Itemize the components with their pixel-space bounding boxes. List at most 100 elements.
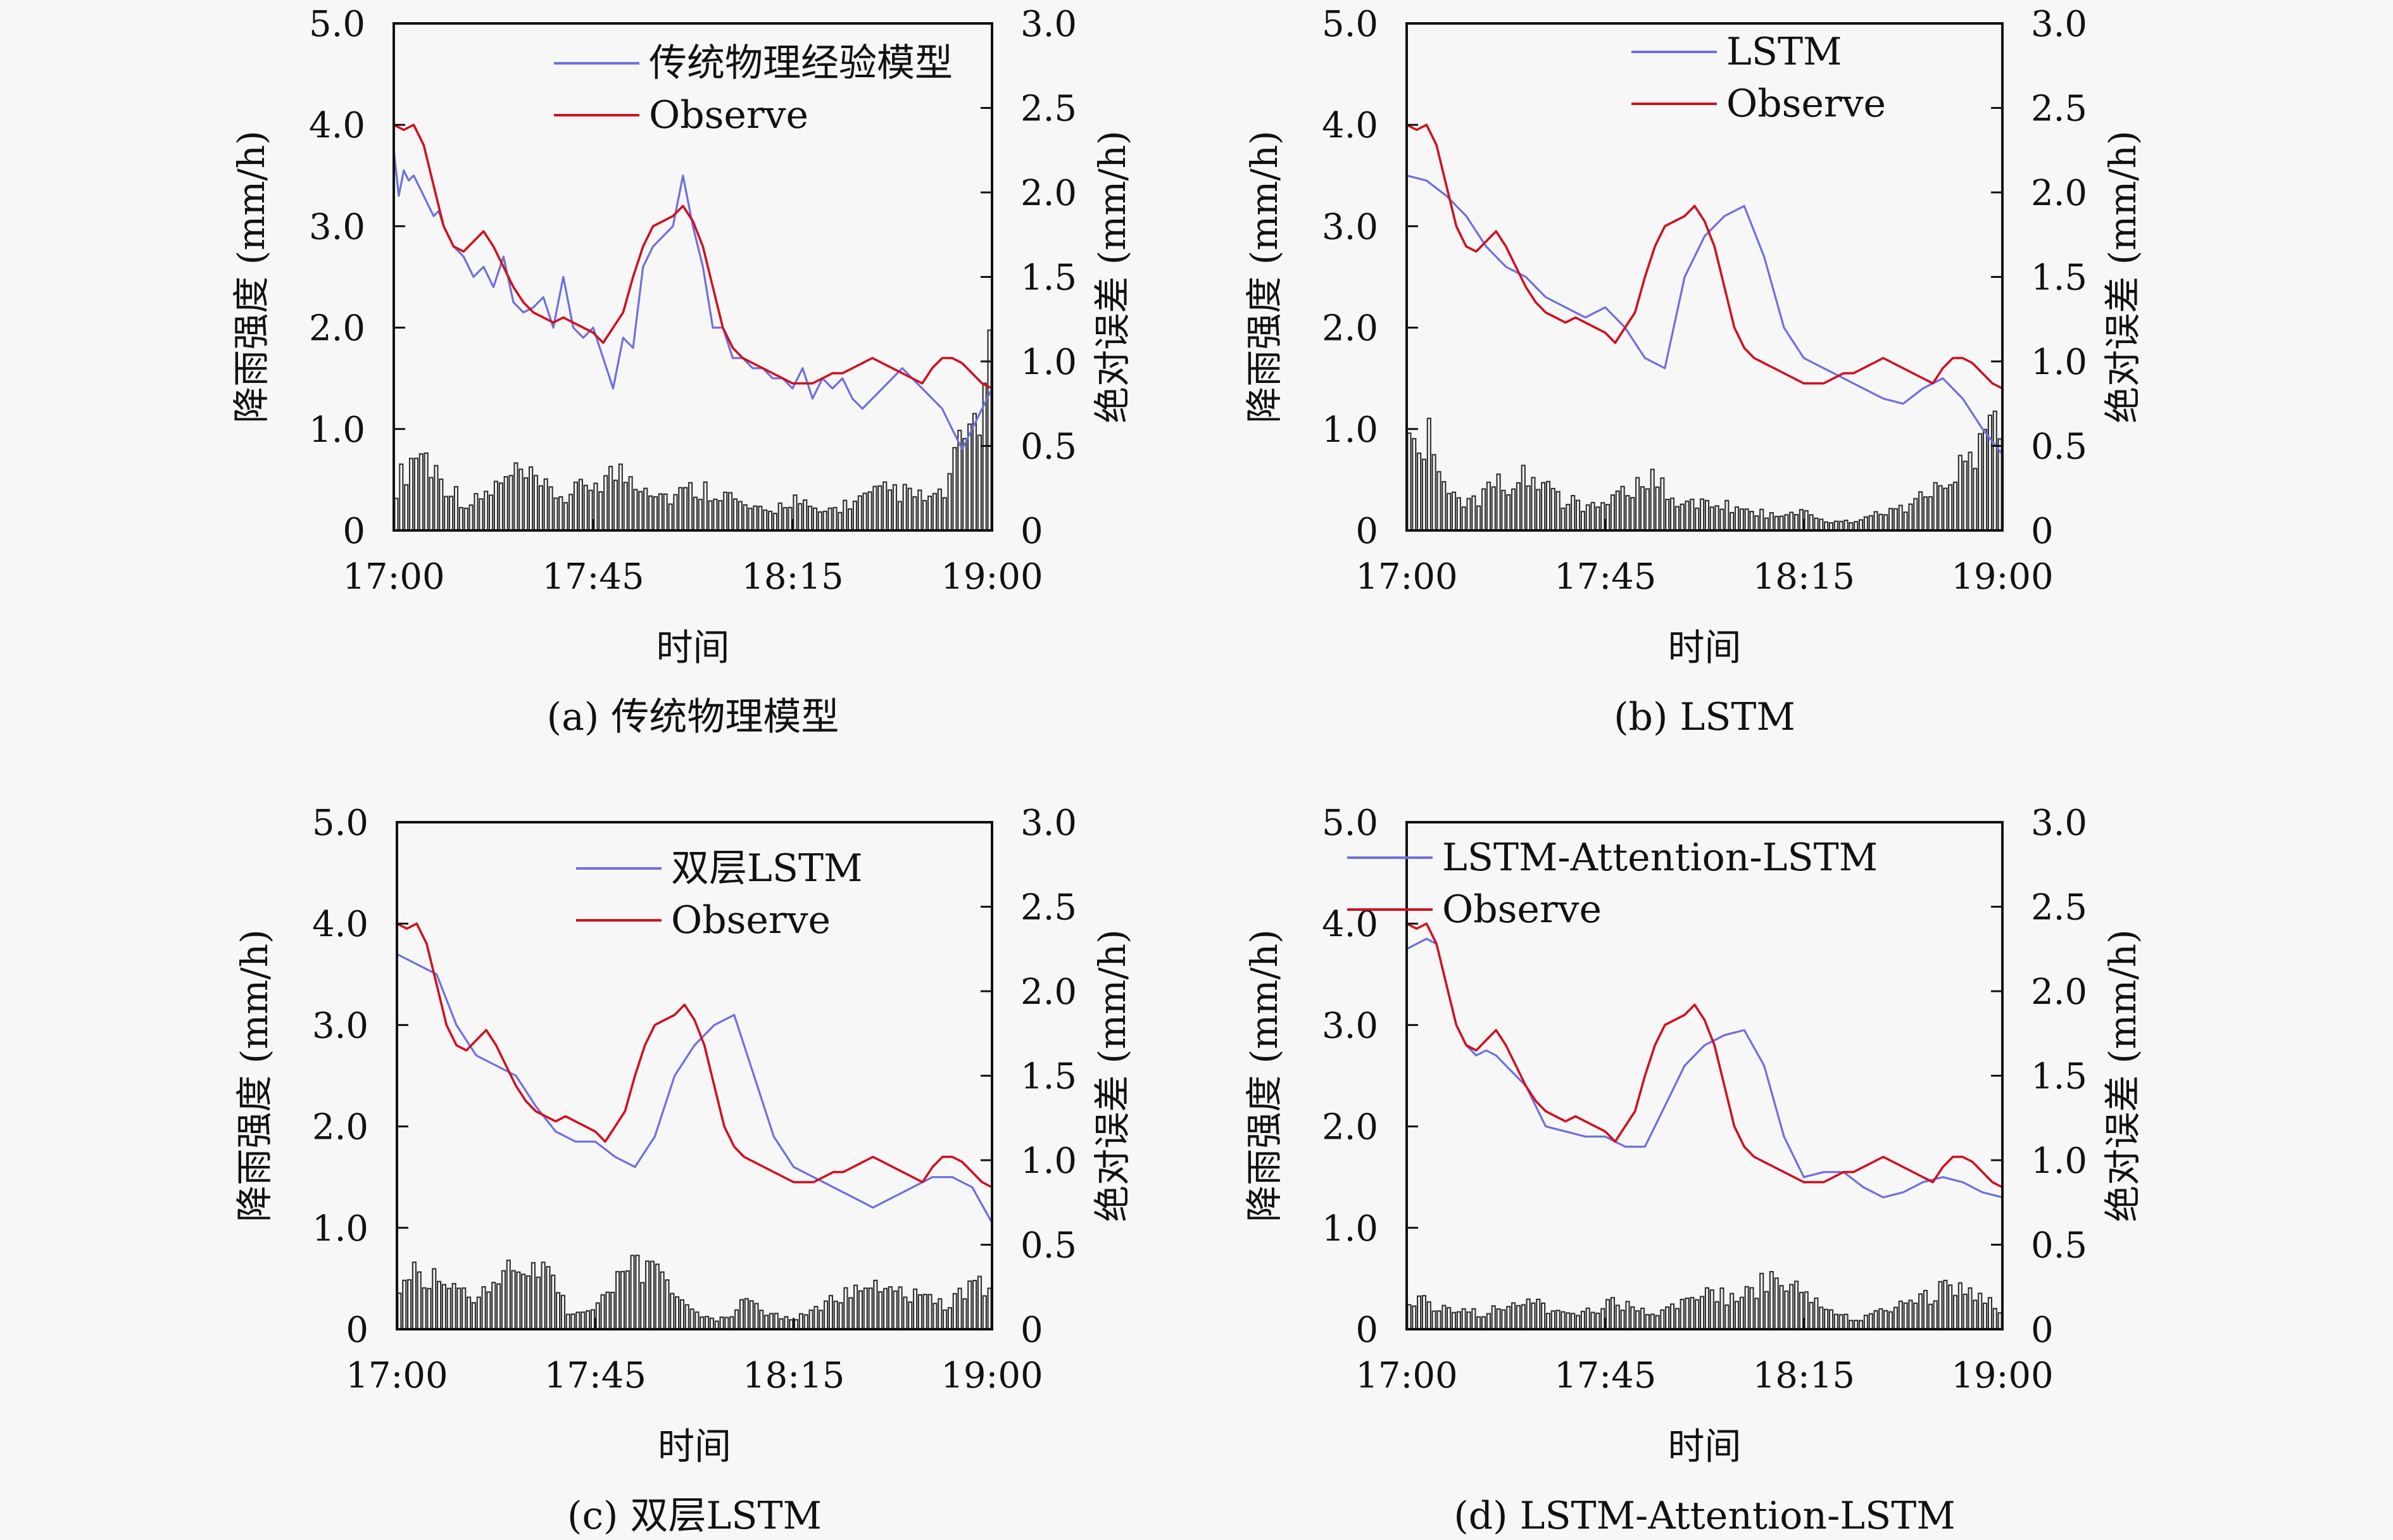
y-left-tick-label: 5.0 [1322, 4, 1378, 45]
chart-panel-b: 0 1.0 2.0 3.0 4.0 5.0 0 0.5 1.0 1.5 2.0 2.5 3.0 17:00… [1243, 4, 2144, 739]
y-left-tick-label: 1.0 [1322, 410, 1378, 451]
error-bar [1982, 429, 1988, 532]
y-left-tick-label: 0 [1355, 511, 1378, 552]
error-bar [1426, 1301, 1431, 1330]
observe-series-line [1406, 922, 2003, 1189]
error-bar [441, 1284, 447, 1330]
error-bar [727, 492, 733, 532]
error-bar [1486, 481, 1491, 532]
error-bar [581, 1311, 586, 1330]
error-bar [694, 1311, 700, 1330]
error-bar [1561, 1311, 1566, 1330]
error-bar [708, 500, 713, 532]
error-bar [1978, 433, 1983, 532]
error-bar [1804, 1291, 1809, 1330]
y-right-tick-label: 1.0 [1021, 342, 1077, 383]
error-bar [1461, 506, 1466, 532]
error-bar [397, 1293, 402, 1330]
error-bar [1471, 1308, 1476, 1330]
error-bar [1486, 1313, 1491, 1330]
error-bar [1719, 508, 1724, 532]
error-bar [1674, 506, 1680, 532]
error-bar [1521, 1304, 1526, 1330]
error-bar [578, 479, 583, 532]
error-bar [674, 1296, 680, 1330]
x-axis-title: 时间 [1668, 626, 1741, 669]
error-bar [738, 501, 743, 532]
error-bar [887, 489, 893, 532]
error-bar [898, 1286, 903, 1330]
error-bar [1764, 517, 1769, 532]
error-bar [1630, 497, 1635, 532]
error-bar [1769, 1271, 1774, 1330]
error-bar [1734, 1301, 1740, 1330]
error-bar [937, 488, 942, 532]
error-bar [538, 485, 543, 532]
error-bar [1973, 1299, 1978, 1330]
error-bar [1545, 480, 1551, 532]
error-bar [1799, 509, 1804, 532]
error-bar [853, 1284, 858, 1330]
error-bar [1674, 1308, 1680, 1330]
error-bar [575, 1312, 581, 1330]
error-bar [1928, 496, 1933, 532]
error-bar [1952, 481, 1958, 532]
y-right-tick-label: 2.5 [2031, 89, 2087, 130]
error-bar [917, 489, 922, 532]
error-bar [1843, 520, 1849, 532]
error-bar [463, 508, 468, 532]
error-bar [466, 1296, 472, 1330]
error-bar [972, 413, 977, 532]
error-bar [698, 498, 703, 532]
error-bar [1704, 1287, 1710, 1330]
error-bar [613, 479, 619, 532]
error-bar [772, 513, 778, 532]
error-bar [573, 481, 579, 532]
legend: LSTM Observe [1631, 30, 1886, 126]
error-bars [394, 329, 992, 532]
y-right-tick-label: 1.5 [1021, 258, 1077, 299]
error-bar [1744, 1286, 1749, 1330]
error-bar [488, 494, 494, 532]
error-bar [1426, 417, 1431, 532]
error-bar [590, 1309, 596, 1330]
error-bar [436, 1280, 442, 1330]
error-bar [668, 503, 673, 532]
y-left-axis-title: 降雨强度 (mm/h) [230, 130, 273, 423]
error-bar [1714, 1301, 1719, 1330]
observe-series-line [393, 123, 993, 390]
error-bar [458, 506, 463, 532]
error-bar [618, 463, 623, 532]
error-bar [623, 482, 628, 532]
error-bar [1421, 458, 1427, 532]
error-bar [933, 1303, 938, 1330]
error-bar [962, 438, 967, 532]
error-bar [1754, 1298, 1759, 1330]
error-bar [1799, 1291, 1804, 1330]
error-bar [648, 495, 653, 532]
x-axis-title: 时间 [1668, 1425, 1741, 1468]
error-bar [595, 1302, 600, 1330]
error-bar [1610, 494, 1616, 532]
error-bar [593, 482, 598, 532]
y-left-tick-label: 3.0 [309, 206, 365, 247]
error-bar [1833, 1313, 1838, 1330]
error-bar [1615, 1305, 1620, 1330]
error-bar [605, 1291, 610, 1330]
y-left-tick-label: 1.0 [309, 410, 365, 451]
error-bar [456, 1287, 462, 1330]
error-bar [1938, 1280, 1943, 1330]
error-bar [471, 1302, 477, 1330]
error-bar [1416, 1295, 1422, 1330]
error-bar [1709, 506, 1714, 532]
error-bar [1447, 1306, 1452, 1330]
panel-caption: (d) LSTM-Attention-LSTM [1454, 1494, 1955, 1538]
error-bar [1476, 1316, 1481, 1330]
error-bar [1496, 473, 1501, 532]
y-right-tick-label: 0.5 [2031, 427, 2087, 468]
error-bar [1605, 1299, 1611, 1330]
error-bar [1774, 1277, 1779, 1330]
x-tick-label: 17:45 [542, 556, 644, 598]
error-bar [531, 1261, 536, 1330]
error-bar [418, 453, 424, 532]
